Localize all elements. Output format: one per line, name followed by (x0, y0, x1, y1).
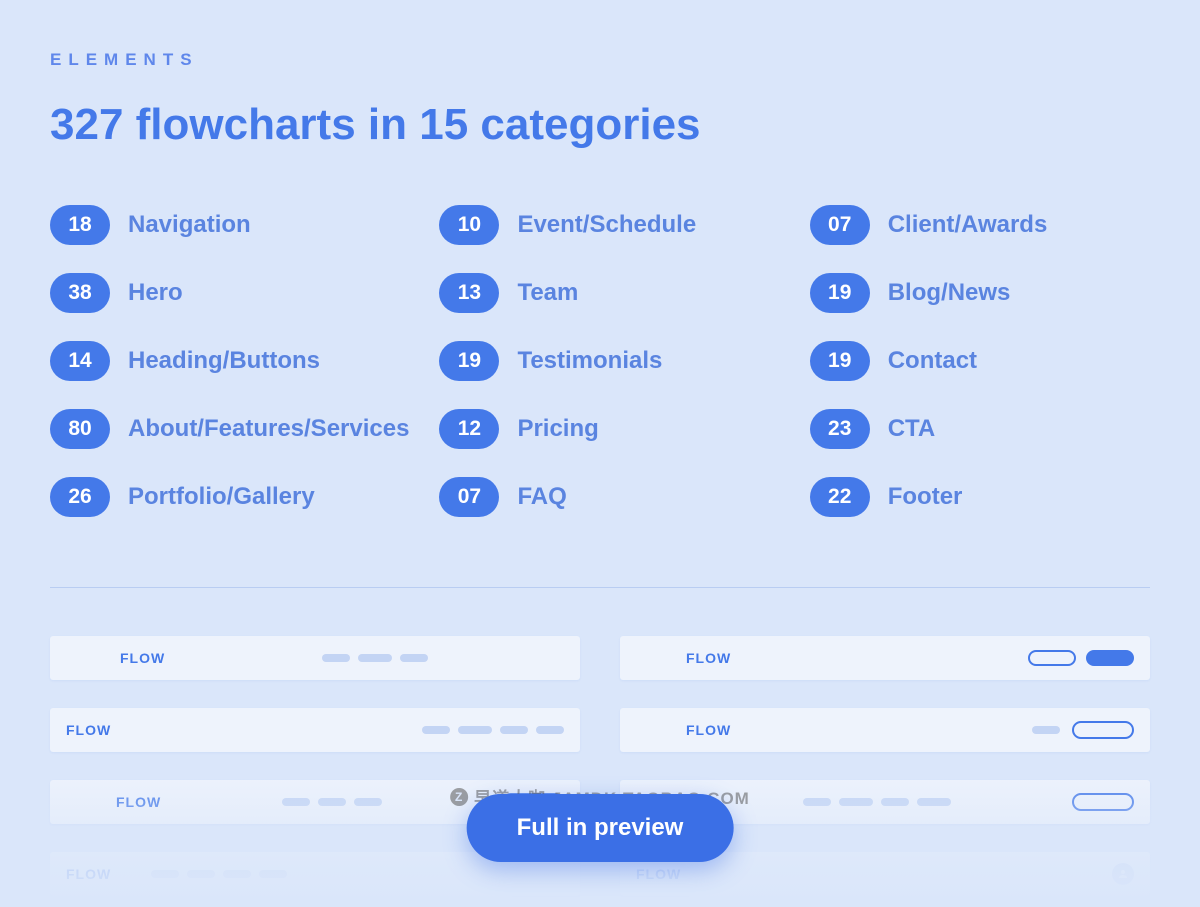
category-label: CTA (888, 415, 936, 443)
category-label: Hero (128, 279, 183, 307)
watermark-icon: Z (450, 788, 468, 806)
category-label: Client/Awards (888, 211, 1048, 239)
full-preview-button[interactable]: Full in preview (467, 794, 734, 862)
category-count-badge: 14 (50, 341, 110, 381)
category-item[interactable]: 19 Contact (810, 341, 1150, 381)
pill-solid (1086, 650, 1134, 666)
category-item[interactable]: 22 Footer (810, 477, 1150, 517)
category-label: FAQ (517, 483, 566, 511)
nav-placeholder-dash (1032, 726, 1060, 734)
category-label: Navigation (128, 211, 251, 239)
preview-logo: FLOW (120, 650, 165, 666)
category-item[interactable]: 38 Hero (50, 273, 409, 313)
preview-logo: FLOW (636, 866, 681, 882)
category-count-badge: 22 (810, 477, 870, 517)
category-label: About/Features/Services (128, 415, 409, 443)
preview-logo: FLOW (116, 794, 161, 810)
category-item[interactable]: 10 Event/Schedule (439, 205, 779, 245)
pill-outline (1072, 793, 1134, 811)
category-count-badge: 26 (50, 477, 110, 517)
category-label: Pricing (517, 415, 598, 443)
nav-placeholder-dashes (322, 654, 428, 662)
category-count-badge: 18 (50, 205, 110, 245)
category-item[interactable]: 07 FAQ (439, 477, 779, 517)
category-count-badge: 19 (439, 341, 499, 381)
nav-placeholder-dashes (282, 798, 382, 806)
categories-grid: 18 Navigation 10 Event/Schedule 07 Clien… (50, 205, 1150, 517)
section-headline: 327 flowcharts in 15 categories (50, 100, 1150, 150)
preview-bar: FLOW (50, 636, 580, 680)
category-label: Contact (888, 347, 977, 375)
category-count-badge: 12 (439, 409, 499, 449)
nav-placeholder-dashes (803, 798, 951, 806)
category-count-badge: 80 (50, 409, 110, 449)
category-item[interactable]: 18 Navigation (50, 205, 409, 245)
category-item[interactable]: 19 Blog/News (810, 273, 1150, 313)
category-label: Footer (888, 483, 963, 511)
category-count-badge: 07 (439, 477, 499, 517)
pill-outline (1072, 721, 1134, 739)
category-label: Team (517, 279, 578, 307)
category-label: Event/Schedule (517, 211, 696, 239)
category-count-badge: 19 (810, 341, 870, 381)
nav-placeholder-dashes (151, 870, 287, 878)
category-item[interactable]: 19 Testimonials (439, 341, 779, 381)
preview-logo: FLOW (66, 866, 111, 882)
preview-bar: FLOW (620, 708, 1150, 752)
preview-logo: FLOW (686, 650, 731, 666)
preview-logo: FLOW (66, 722, 111, 738)
category-label: Heading/Buttons (128, 347, 320, 375)
nav-placeholder-dashes (422, 726, 564, 734)
category-count-badge: 19 (810, 273, 870, 313)
category-item[interactable]: 14 Heading/Buttons (50, 341, 409, 381)
category-count-badge: 23 (810, 409, 870, 449)
category-count-badge: 13 (439, 273, 499, 313)
avatar-icon (1112, 863, 1134, 885)
category-label: Blog/News (888, 279, 1011, 307)
category-count-badge: 38 (50, 273, 110, 313)
category-item[interactable]: 12 Pricing (439, 409, 779, 449)
divider (50, 587, 1150, 588)
pill-outline (1028, 650, 1076, 666)
category-item[interactable]: 26 Portfolio/Gallery (50, 477, 409, 517)
category-label: Portfolio/Gallery (128, 483, 315, 511)
category-item[interactable]: 07 Client/Awards (810, 205, 1150, 245)
preview-bar: FLOW (620, 636, 1150, 680)
category-item[interactable]: 80 About/Features/Services (50, 409, 409, 449)
preview-bar: FLOW (50, 708, 580, 752)
category-label: Testimonials (517, 347, 662, 375)
section-eyebrow: ELEMENTS (50, 50, 1150, 70)
category-count-badge: 10 (439, 205, 499, 245)
category-item[interactable]: 13 Team (439, 273, 779, 313)
category-item[interactable]: 23 CTA (810, 409, 1150, 449)
preview-logo: FLOW (686, 722, 731, 738)
category-count-badge: 07 (810, 205, 870, 245)
